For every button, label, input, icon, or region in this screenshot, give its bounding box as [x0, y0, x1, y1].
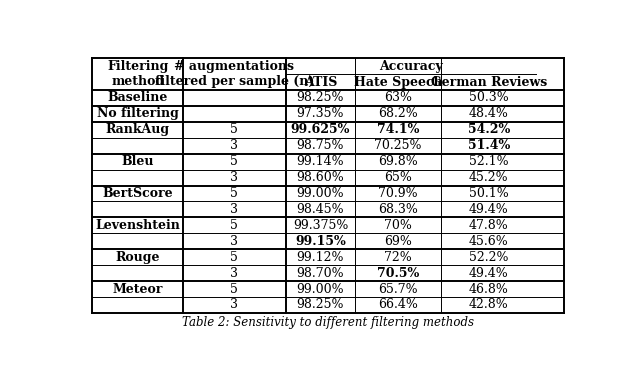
Text: BertScore: BertScore: [102, 187, 173, 200]
Text: 3: 3: [230, 139, 238, 152]
Text: 68.2%: 68.2%: [378, 108, 418, 120]
Text: 63%: 63%: [384, 91, 412, 105]
Text: 65.7%: 65.7%: [378, 282, 418, 296]
Text: 99.00%: 99.00%: [297, 282, 344, 296]
Text: 98.25%: 98.25%: [297, 299, 344, 311]
Text: 45.6%: 45.6%: [469, 235, 509, 248]
Text: 48.4%: 48.4%: [468, 108, 509, 120]
Text: 65%: 65%: [384, 171, 412, 184]
Text: 49.4%: 49.4%: [469, 267, 509, 280]
Text: 54.2%: 54.2%: [468, 123, 510, 136]
Text: Rouge: Rouge: [115, 251, 160, 264]
Text: Table 2: Sensitivity to different filtering methods: Table 2: Sensitivity to different filter…: [182, 316, 474, 329]
Text: 46.8%: 46.8%: [468, 282, 509, 296]
Text: 50.3%: 50.3%: [469, 91, 509, 105]
Text: Meteor: Meteor: [113, 282, 163, 296]
Text: 5: 5: [230, 187, 238, 200]
Text: 3: 3: [230, 299, 238, 311]
Text: 72%: 72%: [385, 251, 412, 264]
Text: 45.2%: 45.2%: [469, 171, 509, 184]
Text: 51.4%: 51.4%: [468, 139, 510, 152]
Text: 99.625%: 99.625%: [291, 123, 350, 136]
Text: 97.35%: 97.35%: [297, 108, 344, 120]
Text: 47.8%: 47.8%: [469, 219, 509, 232]
Text: # augmentations
filtered per sample (n): # augmentations filtered per sample (n): [154, 60, 314, 88]
Text: 99.14%: 99.14%: [297, 155, 344, 168]
Text: 42.8%: 42.8%: [469, 299, 509, 311]
Text: 52.2%: 52.2%: [469, 251, 508, 264]
Text: 3: 3: [230, 171, 238, 184]
Text: 70%: 70%: [384, 219, 412, 232]
Text: 99.00%: 99.00%: [297, 187, 344, 200]
Text: 70.25%: 70.25%: [374, 139, 422, 152]
Text: 3: 3: [230, 203, 238, 216]
Text: RankAug: RankAug: [106, 123, 170, 136]
Text: 66.4%: 66.4%: [378, 299, 418, 311]
Text: 49.4%: 49.4%: [469, 203, 509, 216]
Text: 52.1%: 52.1%: [469, 155, 509, 168]
Text: 5: 5: [230, 219, 238, 232]
Text: 98.70%: 98.70%: [297, 267, 344, 280]
Text: 98.45%: 98.45%: [297, 203, 344, 216]
Text: 5: 5: [230, 282, 238, 296]
Text: 69%: 69%: [384, 235, 412, 248]
Text: 98.25%: 98.25%: [297, 91, 344, 105]
Text: 3: 3: [230, 235, 238, 248]
Text: 99.15%: 99.15%: [295, 235, 346, 248]
Text: Baseline: Baseline: [108, 91, 168, 105]
Text: 99.375%: 99.375%: [292, 219, 348, 232]
Text: ATIS: ATIS: [304, 76, 337, 88]
Text: 69.8%: 69.8%: [378, 155, 418, 168]
Text: 98.60%: 98.60%: [296, 171, 344, 184]
Text: German Reviews: German Reviews: [431, 76, 547, 88]
Text: 3: 3: [230, 267, 238, 280]
Text: Levenshtein: Levenshtein: [95, 219, 180, 232]
Text: 70.9%: 70.9%: [378, 187, 418, 200]
Text: 68.3%: 68.3%: [378, 203, 418, 216]
Text: 74.1%: 74.1%: [377, 123, 419, 136]
Text: 99.12%: 99.12%: [297, 251, 344, 264]
Text: Filtering
method: Filtering method: [107, 60, 168, 88]
Text: Bleu: Bleu: [122, 155, 154, 168]
Text: No filtering: No filtering: [97, 108, 179, 120]
Text: 98.75%: 98.75%: [297, 139, 344, 152]
Text: 50.1%: 50.1%: [469, 187, 509, 200]
Text: 70.5%: 70.5%: [377, 267, 419, 280]
Text: Accuracy: Accuracy: [379, 60, 443, 73]
Text: 5: 5: [230, 251, 238, 264]
Text: 5: 5: [230, 123, 238, 136]
Text: 5: 5: [230, 155, 238, 168]
Text: Hate Speech: Hate Speech: [354, 76, 443, 88]
